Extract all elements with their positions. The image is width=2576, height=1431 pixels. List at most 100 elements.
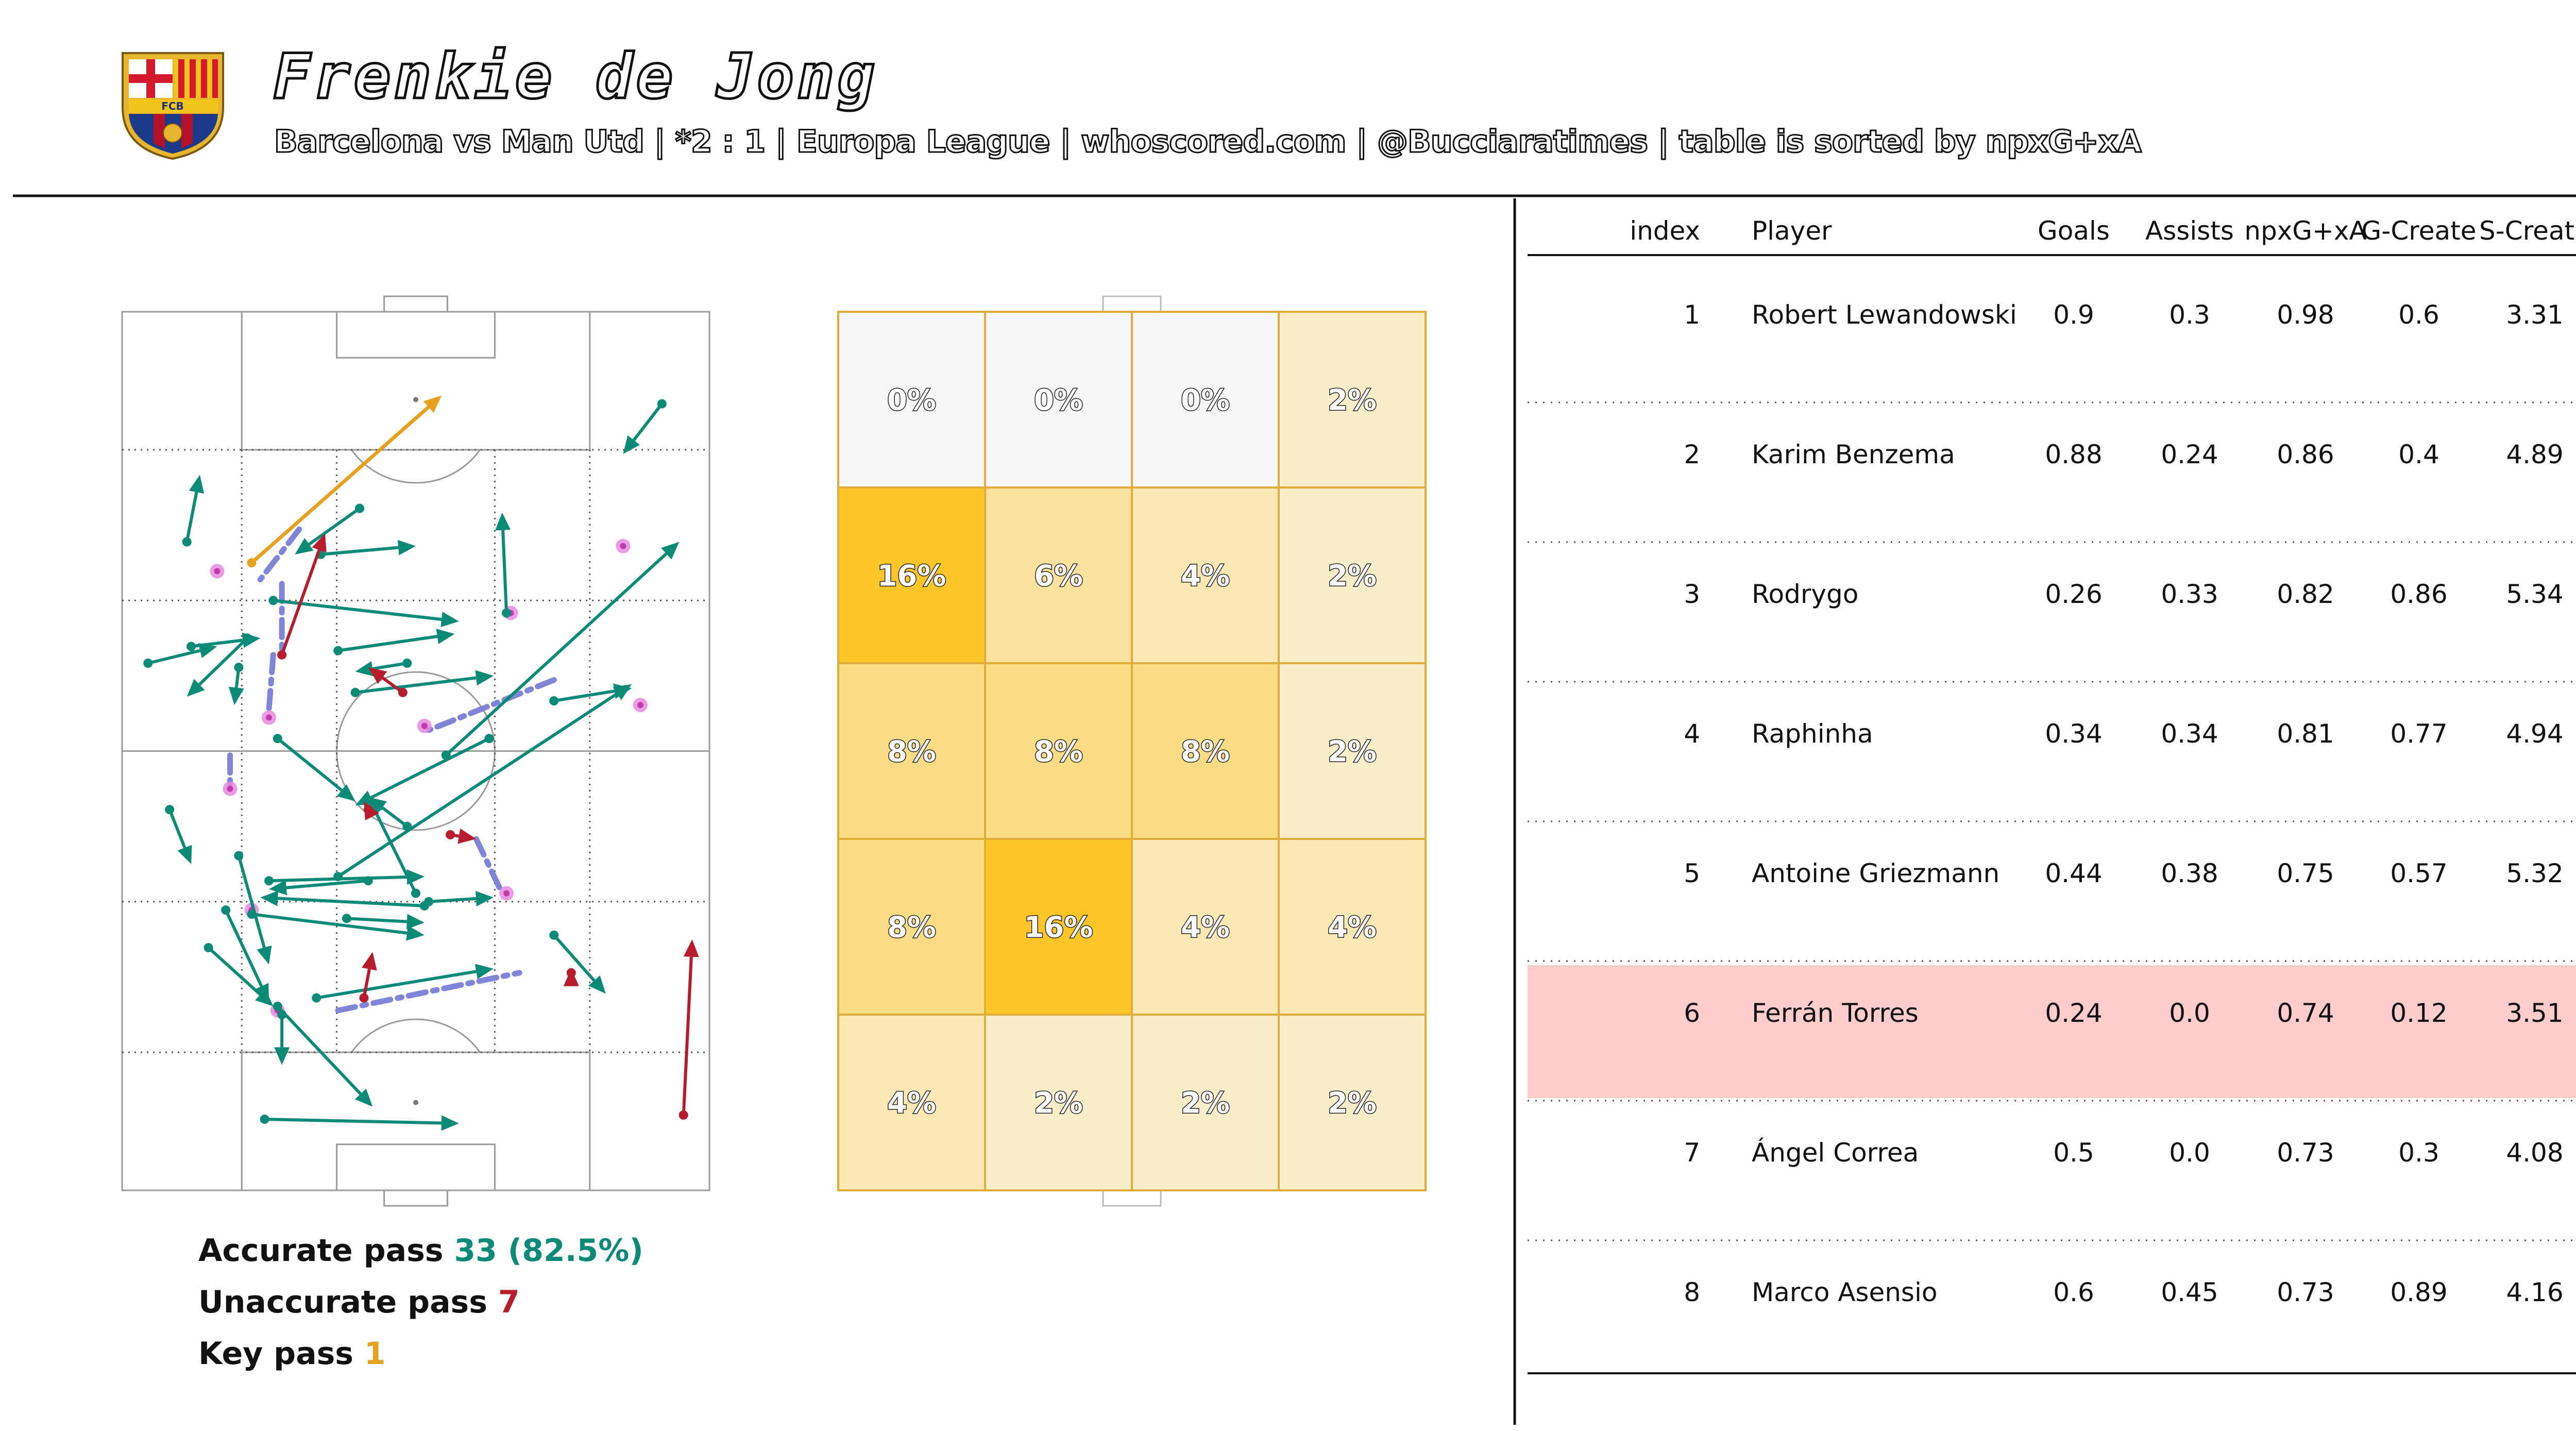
accurate-pass-24-head (260, 890, 278, 906)
accurate-pass-7-head (436, 629, 455, 644)
accurate-pass-13-head (661, 542, 680, 560)
heat-label-4-0: 4% (887, 1087, 936, 1120)
legend-key-value: 1 (364, 1336, 386, 1372)
accurate-pass-4-head (189, 475, 205, 494)
heat-label-1-1: 6% (1034, 560, 1083, 593)
legend-accurate-value: 33 (82.5%) (454, 1233, 643, 1269)
bottom-six-yard-box (336, 1143, 496, 1191)
accurate-pass-19-origin (402, 821, 412, 831)
table-cell-0-1: Robert Lewandowski (1752, 300, 2017, 330)
reception-dot-0 (214, 568, 221, 575)
accurate-pass-4 (182, 475, 205, 547)
heat-label-1-2: 4% (1181, 560, 1230, 593)
accurate-pass-1-origin (657, 399, 667, 409)
heat-label-0-3: 2% (1328, 384, 1377, 417)
accurate-pass-17-head (613, 684, 632, 700)
accurate-pass-17 (333, 684, 632, 882)
table-header-0: index (1630, 216, 1700, 246)
accurate-pass-2-shaft (308, 507, 361, 546)
heat-label-0-2: 0% (1181, 384, 1230, 417)
accurate-pass-6-origin (268, 596, 278, 605)
accurate-pass-30 (273, 1001, 373, 1107)
reception-dot-8 (503, 890, 510, 897)
accurate-pass-13-shaft (445, 552, 668, 756)
accurate-pass-8-shaft (372, 662, 408, 670)
table-cell-2-4: 0.82 (2277, 579, 2334, 609)
accurate-pass-12-origin (234, 663, 244, 672)
unaccurate-pass-41-origin (363, 805, 373, 815)
table-cell-6-4: 0.73 (2277, 1138, 2334, 1168)
carry-5 (473, 836, 505, 897)
unaccurate-pass-38-shaft (362, 969, 371, 999)
accurate-pass-23-head (269, 880, 287, 896)
accurate-pass-25-origin (342, 914, 351, 923)
table-cell-5-3: 0.0 (2169, 998, 2210, 1028)
accurate-pass-28-head (255, 988, 274, 1006)
table-cell-0-5: 0.6 (2398, 300, 2439, 330)
heat-label-4-1: 2% (1034, 1087, 1083, 1120)
unaccurate-pass-42-head (457, 828, 477, 844)
accurate-pass-31-origin (549, 930, 559, 940)
unaccurate-pass-39 (563, 968, 579, 986)
accurate-pass-12 (228, 663, 244, 705)
accurate-pass-8 (355, 659, 412, 677)
table-cell-0-6: 3.31 (2506, 300, 2563, 330)
accurate-pass-19-shaft (381, 806, 409, 828)
key-pass-0 (247, 395, 442, 568)
accurate-pass-35-origin (165, 805, 175, 815)
accurate-pass-16-origin (350, 687, 360, 697)
accurate-pass-9-shaft (147, 649, 201, 665)
accurate-pass-10-origin (187, 642, 196, 651)
unaccurate-pass-40-origin (679, 1110, 688, 1120)
table-cell-0-3: 0.3 (2169, 300, 2210, 330)
accurate-pass-34-head (257, 945, 272, 965)
accurate-pass-21-origin (221, 905, 231, 915)
table-cell-5-2: 0.24 (2045, 998, 2102, 1028)
accurate-pass-25-head (406, 914, 425, 930)
table-cell-3-3: 0.34 (2161, 719, 2218, 749)
accurate-pass-33-shaft (264, 1117, 442, 1125)
accurate-pass-1 (623, 399, 667, 454)
table-cell-6-1: Ángel Correa (1752, 1137, 1919, 1168)
table-cell-1-3: 0.24 (2161, 440, 2218, 469)
table-cell-6-5: 0.3 (2398, 1138, 2439, 1168)
heat-cell-1-3 (1278, 486, 1427, 664)
accurate-pass-33 (260, 1114, 459, 1131)
accurate-pass-3-head (397, 540, 416, 555)
legend-key-pass: Key pass 1 (198, 1336, 386, 1372)
legend-accurate-label: Accurate pass (198, 1233, 444, 1269)
table-cell-3-4: 0.81 (2277, 719, 2334, 749)
accurate-pass-11-origin (243, 633, 252, 643)
accurate-pass-2-origin (355, 503, 365, 513)
table-header-2: Goals (2038, 216, 2110, 246)
accurate-pass-15-shaft (276, 737, 343, 792)
table-cell-1-2: 0.88 (2045, 440, 2102, 469)
accurate-pass-34-shaft (237, 855, 266, 948)
unaccurate-pass-40-head (683, 939, 699, 957)
accurate-pass-28-origin (204, 943, 213, 953)
accurate-pass-3 (316, 540, 416, 559)
accurate-pass-9 (143, 643, 217, 668)
table-cell-1-1: Karim Benzema (1752, 440, 1955, 469)
accurate-pass-26-head (475, 890, 494, 906)
accurate-pass-35-head (177, 845, 192, 864)
table-cell-1-0: 2 (1684, 440, 1700, 469)
accurate-pass-26 (424, 890, 494, 906)
table-cell-3-5: 0.77 (2390, 719, 2447, 749)
accurate-pass-20-origin (411, 888, 420, 898)
pass-map-chart (121, 295, 710, 1207)
table-cell-6-3: 0.0 (2169, 1138, 2210, 1168)
heat-label-3-3: 4% (1328, 911, 1377, 945)
heat-cell-2-3 (1278, 662, 1427, 840)
bottom-penalty-arc (351, 1018, 481, 1053)
bottom-goal (383, 1189, 448, 1207)
heat-label-2-3: 2% (1328, 735, 1377, 769)
reception-dot-2 (620, 543, 626, 549)
accurate-pass-18-origin (484, 734, 494, 744)
table-cell-2-2: 0.26 (2045, 579, 2102, 609)
heat-label-0-0: 0% (887, 384, 936, 417)
accurate-pass-30-head (354, 1088, 373, 1107)
reception-dot-4 (421, 722, 428, 729)
accurate-pass-4-origin (182, 537, 192, 547)
zone-grid (122, 449, 709, 1053)
